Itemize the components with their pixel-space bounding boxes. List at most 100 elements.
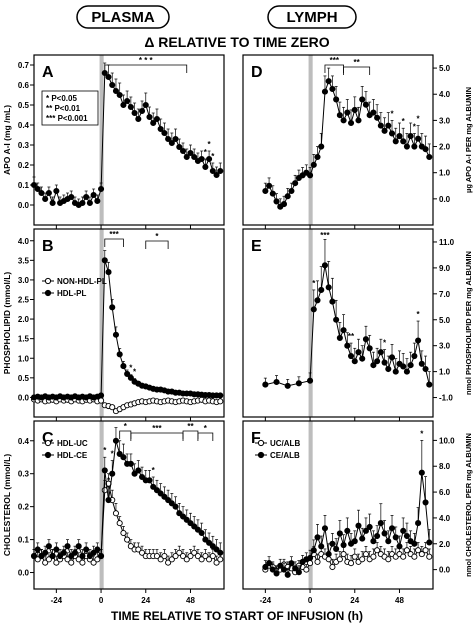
data-point bbox=[426, 539, 433, 546]
y-tick-label: 5.0 bbox=[439, 64, 451, 73]
data-point bbox=[112, 510, 120, 517]
data-point bbox=[355, 349, 362, 356]
y-tick-label: 0.1 bbox=[18, 536, 30, 545]
data-point bbox=[377, 122, 384, 129]
data-point bbox=[422, 146, 429, 153]
data-point bbox=[292, 565, 299, 572]
data-point bbox=[273, 378, 280, 386]
data-point bbox=[209, 543, 216, 550]
sig-label: * bbox=[103, 446, 107, 455]
x-tick-label: -24 bbox=[51, 596, 63, 605]
sig-label: ** bbox=[348, 332, 355, 341]
data-point bbox=[403, 547, 410, 554]
sig-label: * bbox=[111, 450, 115, 459]
y-tick-label: -1.0 bbox=[439, 394, 453, 403]
data-point bbox=[392, 534, 399, 541]
data-point bbox=[109, 404, 116, 411]
y-axis-label: nmol PHOSPHOLIPID PER mg ALBUMIN bbox=[464, 251, 473, 395]
data-point bbox=[336, 556, 343, 563]
data-point bbox=[344, 109, 351, 116]
data-point bbox=[284, 193, 291, 200]
data-point bbox=[266, 560, 273, 567]
data-point bbox=[131, 470, 138, 477]
panel-letter: B bbox=[42, 238, 54, 255]
data-point bbox=[415, 337, 422, 344]
data-point bbox=[359, 355, 366, 362]
data-point bbox=[284, 571, 291, 578]
data-point bbox=[318, 143, 325, 150]
data-point bbox=[161, 493, 168, 500]
data-point bbox=[116, 520, 123, 527]
data-point bbox=[101, 467, 108, 474]
data-point bbox=[131, 109, 138, 117]
data-point bbox=[340, 542, 347, 549]
data-point bbox=[168, 556, 175, 563]
y-tick-label: 2.0 bbox=[439, 540, 451, 549]
infusion-bar bbox=[99, 421, 104, 589]
data-point bbox=[217, 556, 224, 563]
data-point bbox=[277, 562, 284, 569]
x-axis-title: TIME RELATIVE TO START OF INFUSION (h) bbox=[111, 609, 363, 623]
data-point bbox=[198, 529, 205, 537]
data-point bbox=[38, 189, 45, 197]
data-point bbox=[79, 559, 86, 566]
data-point bbox=[105, 73, 112, 81]
data-point bbox=[217, 392, 224, 399]
y-tick-label: 3.0 bbox=[18, 276, 30, 285]
data-point bbox=[105, 497, 112, 504]
y-axis-label: µg APO A-I PER mg ALBUMIN bbox=[464, 87, 473, 193]
data-point bbox=[57, 553, 64, 560]
y-tick-label: 3.5 bbox=[18, 256, 30, 265]
data-point bbox=[83, 193, 90, 201]
data-point bbox=[355, 522, 362, 529]
data-point bbox=[359, 556, 366, 563]
y-axis-label: PHOSPHOLIPID (mmol/L) bbox=[2, 272, 12, 375]
data-point bbox=[407, 133, 414, 140]
data-point bbox=[94, 556, 101, 563]
x-tick-label: 24 bbox=[141, 596, 150, 605]
data-point bbox=[90, 559, 97, 566]
data-point bbox=[90, 191, 97, 199]
y-tick-label: 8.0 bbox=[439, 462, 451, 471]
data-point bbox=[407, 362, 414, 369]
data-point bbox=[426, 381, 433, 388]
infusion-bar bbox=[99, 55, 104, 225]
data-point bbox=[374, 532, 381, 540]
data-point bbox=[109, 304, 116, 311]
data-point bbox=[98, 392, 105, 399]
data-point bbox=[370, 538, 377, 545]
legend-entry: * P<0.05 bbox=[46, 94, 77, 103]
data-point bbox=[135, 467, 142, 474]
legend-entry: HDL-PL bbox=[57, 289, 86, 298]
data-point bbox=[418, 469, 425, 476]
sig-label: * bbox=[129, 364, 133, 373]
y-tick-label: 9.0 bbox=[439, 264, 451, 273]
data-point bbox=[336, 334, 343, 341]
y-tick-label: 1.5 bbox=[18, 335, 30, 344]
data-point bbox=[288, 560, 295, 567]
legend-entry: HDL-UC bbox=[57, 439, 88, 448]
legend-marker bbox=[44, 451, 52, 459]
y-tick-label: 4.0 bbox=[439, 90, 451, 99]
data-point bbox=[307, 377, 314, 384]
legend-entry: NON-HDL-PL bbox=[57, 277, 107, 286]
y-tick-label: 1.0 bbox=[439, 368, 451, 377]
data-point bbox=[112, 437, 120, 444]
data-point bbox=[98, 553, 105, 560]
data-point bbox=[168, 500, 175, 507]
y-tick-label: 2.0 bbox=[18, 315, 30, 324]
data-point bbox=[344, 342, 351, 349]
data-point bbox=[325, 556, 332, 563]
data-point bbox=[53, 546, 60, 553]
panel-frame bbox=[242, 420, 434, 590]
data-point bbox=[333, 316, 340, 323]
data-point bbox=[314, 297, 321, 304]
data-point bbox=[138, 107, 146, 115]
data-point bbox=[94, 546, 101, 553]
data-point bbox=[321, 262, 329, 269]
data-point bbox=[176, 510, 183, 517]
sig-bracket-label: ** bbox=[187, 422, 194, 431]
y-tick-label: 0.0 bbox=[18, 201, 30, 210]
data-point bbox=[295, 569, 302, 576]
